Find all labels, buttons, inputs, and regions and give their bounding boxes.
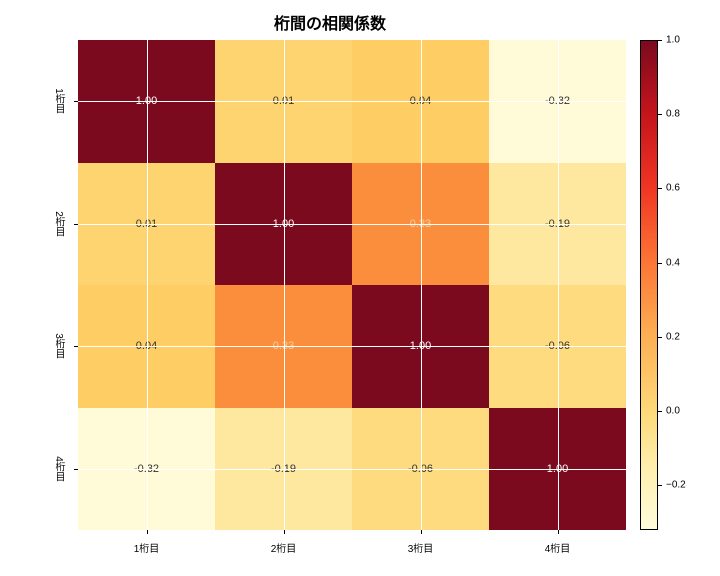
chart-title: 桁間の相関係数 <box>0 10 660 34</box>
y-tick-label: 3桁目 <box>51 333 66 359</box>
colorbar-gradient <box>640 40 658 530</box>
colorbar-tick-label: 0.2 <box>658 331 680 342</box>
colorbar-tick-label: 1.0 <box>658 35 680 46</box>
x-axis: 1桁目 2桁目 3桁目 4桁目 <box>78 530 626 570</box>
heatmap-gridlines <box>78 40 626 530</box>
x-tick-label: 1桁目 <box>134 540 160 555</box>
colorbar-tick-label: −0.2 <box>658 480 686 491</box>
colorbar-tick-label: 0.4 <box>658 257 680 268</box>
x-tick-label: 2桁目 <box>271 540 297 555</box>
y-axis: 1桁目 2桁目 3桁目 4桁目 <box>0 40 78 530</box>
colorbar-tick-label: 0.6 <box>658 183 680 194</box>
colorbar-tick-label: 0.8 <box>658 109 680 120</box>
y-tick-label: 1桁目 <box>51 88 66 114</box>
x-tick-label: 4桁目 <box>545 540 571 555</box>
plot-area: 1.000.010.04-0.320.011.000.33-0.190.040.… <box>78 40 626 530</box>
colorbar: 1.00.80.60.40.20.0−0.2 <box>640 40 658 530</box>
colorbar-tick-label: 0.0 <box>658 406 680 417</box>
y-tick-label: 2桁目 <box>51 211 66 237</box>
y-tick-label: 4桁目 <box>51 456 66 482</box>
x-tick-label: 3桁目 <box>408 540 434 555</box>
figure: 桁間の相関係数 1.000.010.04-0.320.011.000.33-0.… <box>0 0 720 576</box>
